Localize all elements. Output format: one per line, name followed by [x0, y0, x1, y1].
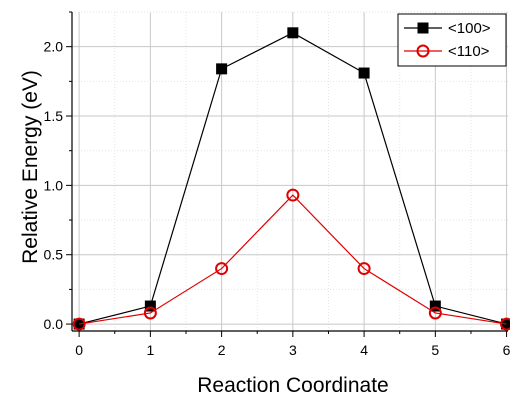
data-point-1 — [286, 188, 300, 202]
legend-marker-1 — [416, 44, 430, 58]
x-tick-label: 1 — [146, 342, 154, 358]
x-tick-label: 6 — [503, 342, 510, 358]
legend-label-0: <100> — [448, 20, 491, 37]
data-point-0 — [287, 27, 299, 39]
y-axis-label: Relative Energy (eV) — [19, 70, 42, 264]
data-point-0 — [144, 300, 156, 312]
series-line-1 — [79, 194, 507, 325]
x-axis-label: Reaction Coordinate — [197, 374, 388, 397]
data-point-1 — [215, 262, 229, 276]
legend: <100> <110> — [397, 13, 507, 67]
x-tick-label: 0 — [75, 342, 83, 358]
x-tick-label: 5 — [431, 342, 439, 358]
x-tick-label: 3 — [289, 342, 297, 358]
data-point-0 — [216, 63, 228, 75]
x-tick-label: 2 — [218, 342, 226, 358]
y-tick-label: 2.0 — [44, 39, 64, 55]
data-point-1 — [357, 262, 371, 276]
y-tick-label: 1.0 — [44, 177, 64, 193]
y-tick-label: 1.5 — [44, 108, 64, 124]
data-point-1 — [500, 317, 510, 331]
legend-label-1: <110> — [448, 43, 490, 60]
data-point-0 — [429, 300, 441, 312]
data-point-1 — [143, 306, 157, 320]
data-point-1 — [428, 306, 442, 320]
data-point-0 — [358, 67, 370, 79]
series-layer — [72, 27, 510, 331]
legend-box — [397, 13, 507, 67]
legend-marker-0 — [417, 22, 429, 34]
data-point-1 — [72, 317, 86, 331]
axes: 0 1 2 3 4 5 6 0.0 0.5 1.0 1.5 2.0 — [44, 11, 510, 358]
x-tick-label: 4 — [360, 342, 368, 358]
y-tick-label: 0.0 — [44, 316, 64, 332]
y-tick-label: 0.5 — [44, 247, 64, 263]
